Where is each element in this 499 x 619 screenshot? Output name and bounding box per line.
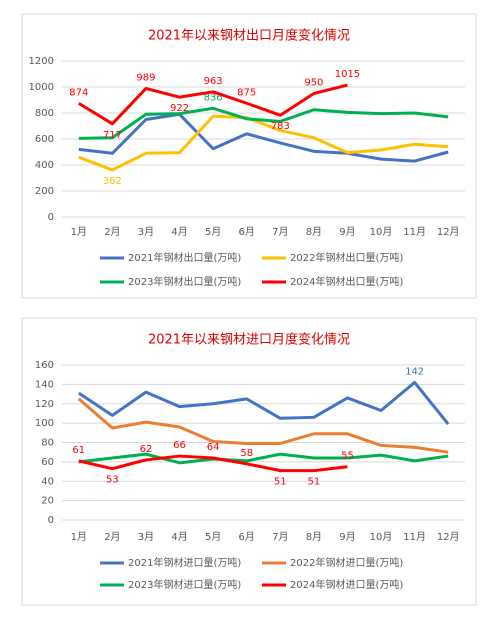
x-tick-label: 4月: [171, 226, 187, 238]
y-tick-label: 40: [41, 476, 54, 487]
data-label: 51: [308, 477, 321, 488]
x-tick-label: 8月: [306, 531, 322, 543]
data-label: 142: [405, 366, 424, 377]
series-line: [78, 454, 348, 473]
x-tick-label: 6月: [239, 531, 255, 543]
data-label: 922: [170, 103, 189, 114]
x-tick-label: 10月: [370, 226, 393, 238]
data-label: 950: [304, 78, 323, 89]
series-line: [78, 112, 449, 163]
y-tick-label: 600: [35, 134, 54, 145]
chart-title: 2021年以来钢材进口月度变化情况: [148, 332, 350, 348]
x-tick-label: 9月: [339, 531, 355, 543]
data-label: 1015: [335, 69, 360, 80]
data-label: 51: [274, 477, 287, 488]
x-tick-label: 11月: [403, 226, 426, 238]
series-line: [77, 380, 450, 426]
data-label: 362: [103, 176, 122, 187]
x-tick-label: 8月: [306, 226, 322, 238]
data-label: 58: [240, 448, 253, 459]
chart-frame: [21, 13, 477, 299]
legend-label: 2022年钢材进口量(万吨): [290, 556, 403, 569]
x-tick-label: 6月: [239, 226, 255, 238]
x-tick-label: 7月: [272, 531, 288, 543]
legend-label: 2022年钢材出口量(万吨): [290, 251, 403, 264]
x-tick-label: 2月: [104, 531, 120, 543]
data-label: 53: [106, 475, 119, 486]
x-tick-label: 2月: [104, 226, 120, 238]
y-tick-label: 0: [48, 212, 54, 223]
data-label: 963: [204, 76, 223, 87]
x-tick-label: 1月: [71, 226, 87, 238]
data-label: 55: [341, 451, 354, 462]
y-tick-label: 60: [41, 457, 54, 468]
x-tick-label: 3月: [138, 226, 154, 238]
chart-title: 2021年以来钢材出口月度变化情况: [148, 28, 350, 44]
series-line: [78, 114, 449, 172]
y-tick-label: 100: [35, 418, 54, 429]
x-tick-label: 1月: [71, 531, 87, 543]
x-tick-label: 11月: [403, 531, 426, 543]
series-line: [77, 397, 449, 454]
data-label: 783: [271, 121, 290, 132]
x-tick-label: 5月: [205, 226, 221, 238]
legend-label: 2024年钢材出口量(万吨): [290, 275, 403, 288]
legend-label: 2023年钢材进口量(万吨): [128, 578, 241, 591]
x-tick-label: 12月: [437, 531, 460, 543]
data-label: 989: [136, 72, 155, 83]
legend-label: 2021年钢材进口量(万吨): [128, 556, 241, 569]
y-tick-label: 80: [41, 438, 54, 449]
data-label: 874: [69, 87, 88, 98]
data-label: 64: [207, 442, 220, 453]
legend-label: 2023年钢材出口量(万吨): [128, 275, 241, 288]
y-tick-label: 120: [35, 399, 54, 410]
data-label: 875: [237, 87, 256, 98]
y-tick-label: 400: [35, 160, 54, 171]
y-tick-label: 0: [48, 515, 54, 526]
x-tick-label: 10月: [370, 531, 393, 543]
x-tick-label: 9月: [339, 226, 355, 238]
x-tick-label: 5月: [205, 531, 221, 543]
x-tick-label: 12月: [437, 226, 460, 238]
y-tick-label: 140: [35, 379, 54, 390]
x-tick-label: 7月: [272, 226, 288, 238]
y-tick-label: 20: [41, 496, 54, 507]
data-label: 66: [173, 440, 186, 451]
legend-label: 2021年钢材出口量(万吨): [128, 251, 241, 264]
y-tick-label: 160: [35, 360, 54, 371]
x-tick-label: 4月: [171, 531, 187, 543]
y-tick-label: 1000: [29, 82, 54, 93]
data-label: 62: [140, 444, 153, 455]
x-tick-label: 3月: [138, 531, 154, 543]
data-label: 717: [103, 130, 122, 141]
series-line: [78, 452, 449, 465]
series-line: [78, 83, 348, 126]
y-tick-label: 800: [35, 108, 54, 119]
y-tick-label: 200: [35, 186, 54, 197]
series-line: [78, 106, 449, 140]
data-label: 836: [204, 92, 223, 103]
y-tick-label: 1200: [29, 56, 54, 67]
legend-label: 2024年钢材进口量(万吨): [290, 578, 403, 591]
data-label: 61: [72, 445, 85, 456]
